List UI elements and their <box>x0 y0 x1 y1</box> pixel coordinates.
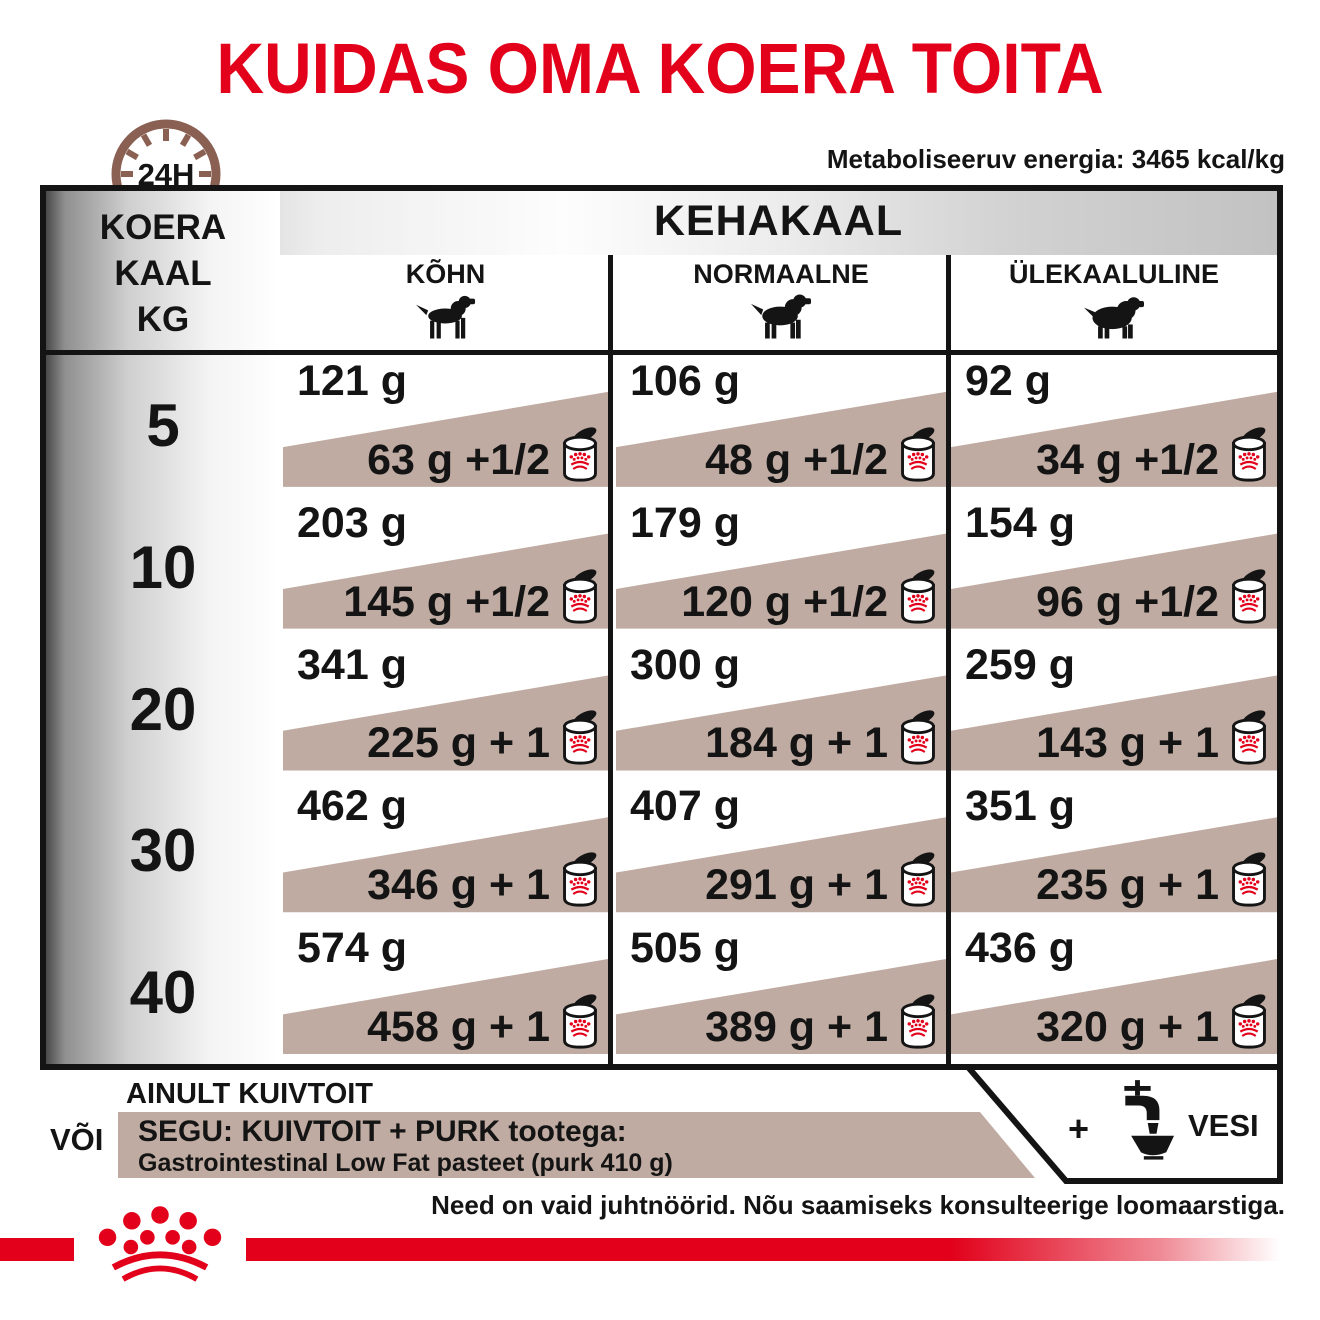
mix-amount: 235 g + 1 <box>1036 861 1219 910</box>
wet-can-icon <box>558 426 602 489</box>
cell-5-normal: 106 g 48 g +1/2 <box>616 355 946 497</box>
cell-10-overweight: 154 g 96 g +1/2 <box>951 497 1277 639</box>
mix-legend-subtitle: Gastrointestinal Low Fat pasteet (purk 4… <box>138 1149 673 1177</box>
dry-amount: 106 g <box>630 357 740 405</box>
water-tap-icon <box>1098 1080 1176 1173</box>
wet-can-icon <box>1227 709 1271 772</box>
dry-amount: 574 g <box>297 924 407 973</box>
column-divider <box>946 255 951 1064</box>
cell-20-normal: 300 g 184 g + 1 <box>616 639 946 781</box>
header-divider-line <box>46 350 1277 355</box>
wet-can-icon <box>1227 851 1271 914</box>
cell-10-normal: 179 g 120 g +1/2 <box>616 497 946 639</box>
wet-can-icon <box>896 709 940 772</box>
wet-can-icon <box>896 851 940 914</box>
cell-20-thin: 341 g 225 g + 1 <box>283 639 608 781</box>
weight-10: 10 <box>129 533 197 601</box>
mix-amount: 291 g + 1 <box>705 861 888 910</box>
metabolic-energy-note: Metaboliseeruv energia: 3465 kcal/kg <box>826 144 1285 174</box>
cell-30-normal: 407 g 291 g + 1 <box>616 780 946 922</box>
clock-24h-icon: 24H <box>104 108 228 229</box>
royal-canin-crown-logo <box>92 1206 228 1295</box>
mix-amount: 346 g + 1 <box>367 861 550 910</box>
wet-can-icon <box>1227 568 1271 631</box>
cell-40-overweight: 436 g 320 g + 1 <box>951 922 1277 1064</box>
svg-text:24H: 24H <box>138 157 195 185</box>
water-label: VESI <box>1188 1108 1259 1143</box>
wet-can-icon <box>558 993 602 1056</box>
dry-amount: 341 g <box>297 640 407 689</box>
mix-amount: 225 g + 1 <box>367 719 550 768</box>
weight-30: 30 <box>129 817 197 885</box>
guideline-note: Need on vaid juhtnöörid. Nõu saamiseks k… <box>431 1190 1285 1220</box>
mix-legend-title: SEGU: KUIVTOIT + PURK tootega: <box>138 1115 627 1148</box>
dry-only-label: AINULT KUIVTOIT <box>126 1078 374 1110</box>
dry-amount: 121 g <box>297 357 407 405</box>
mix-amount: 320 g + 1 <box>1036 1002 1219 1051</box>
cell-30-overweight: 351 g 235 g + 1 <box>951 780 1277 922</box>
cell-40-normal: 505 g 389 g + 1 <box>616 922 946 1064</box>
brand-red-band <box>0 1238 1320 1261</box>
dry-amount: 462 g <box>297 782 407 831</box>
wet-can-icon <box>896 426 940 489</box>
mix-legend-band <box>118 1112 1035 1178</box>
dry-amount: 154 g <box>965 498 1075 547</box>
mix-amount: 34 g +1/2 <box>1036 435 1219 484</box>
column-header-overweight: ÜLEKAALULINE <box>1009 259 1219 289</box>
weight-5: 5 <box>146 392 180 459</box>
column-header-normal: NORMAALNE <box>693 259 869 289</box>
plus-sign: + <box>1068 1108 1090 1149</box>
wet-can-icon <box>896 568 940 631</box>
mix-amount: 96 g +1/2 <box>1036 577 1219 626</box>
wet-can-icon <box>896 993 940 1056</box>
normal-dog-icon <box>616 291 946 346</box>
wet-can-icon <box>558 709 602 772</box>
dry-amount: 203 g <box>297 498 407 547</box>
column-header-thin: KÕHN <box>405 259 486 289</box>
dry-amount: 351 g <box>965 782 1075 831</box>
mix-amount: 145 g +1/2 <box>343 577 550 626</box>
wet-can-icon <box>1227 993 1271 1056</box>
cell-10-thin: 203 g 145 g +1/2 <box>283 497 608 639</box>
or-label: VÕI <box>50 1122 104 1157</box>
mix-amount: 63 g +1/2 <box>367 435 550 484</box>
dry-amount: 259 g <box>965 640 1075 689</box>
mix-amount: 120 g +1/2 <box>681 577 888 626</box>
cell-30-thin: 462 g 346 g + 1 <box>283 780 608 922</box>
cell-5-overweight: 92 g 34 g +1/2 <box>951 355 1277 497</box>
feeding-table: KEHAKAAL KOERA KAAL KG KÕHN NORMAALNE ÜL… <box>40 185 1283 1070</box>
thin-dog-icon <box>283 291 608 346</box>
mix-amount: 458 g + 1 <box>367 1002 550 1051</box>
weight-column-background <box>46 191 280 1064</box>
column-divider <box>608 255 613 1064</box>
dog-weight-row-header: KOERA KAAL KG <box>99 208 227 339</box>
mix-amount: 48 g +1/2 <box>705 435 888 484</box>
mix-amount: 184 g + 1 <box>705 719 888 768</box>
dry-amount: 505 g <box>630 924 740 973</box>
wet-can-icon <box>558 851 602 914</box>
dry-amount: 300 g <box>630 640 740 689</box>
cell-40-thin: 574 g 458 g + 1 <box>283 922 608 1064</box>
mix-amount: 389 g + 1 <box>705 1002 888 1051</box>
weight-20: 20 <box>129 675 197 743</box>
dry-amount: 436 g <box>965 924 1075 973</box>
wet-can-icon <box>558 568 602 631</box>
mix-amount: 143 g + 1 <box>1036 719 1219 768</box>
dry-amount: 179 g <box>630 498 740 547</box>
dry-amount: 92 g <box>965 357 1052 405</box>
weight-40: 40 <box>129 959 197 1027</box>
page-title: KUIDAS OMA KOERA TOITA <box>216 28 1104 108</box>
cell-5-thin: 121 g 63 g +1/2 <box>283 355 608 497</box>
body-weight-group-header: KEHAKAAL <box>653 197 904 245</box>
dry-amount: 407 g <box>630 782 740 831</box>
cell-20-overweight: 259 g 143 g + 1 <box>951 639 1277 781</box>
overweight-dog-icon <box>951 291 1277 346</box>
wet-can-icon <box>1227 426 1271 489</box>
